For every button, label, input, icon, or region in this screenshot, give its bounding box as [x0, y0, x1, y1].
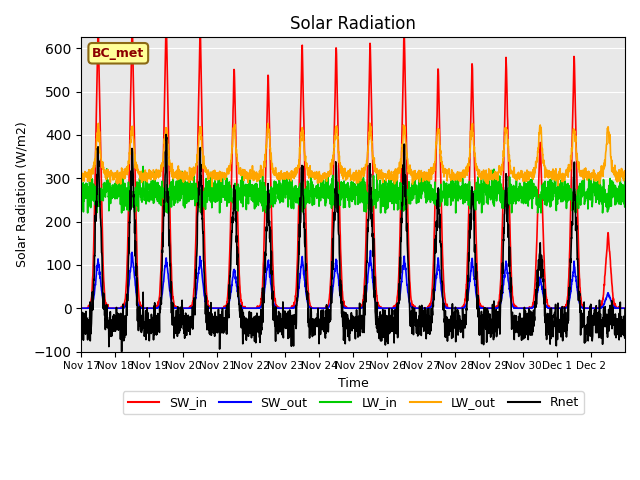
LW_in: [132, 203, 140, 209]
SW_in: [77, 305, 85, 311]
LW_out: [77, 168, 85, 173]
SW_out: [548, 305, 556, 311]
Rnet: [548, 331, 556, 336]
Rnet: [132, 269, 140, 275]
X-axis label: Time: Time: [338, 377, 369, 390]
SW_out: [132, 283, 140, 289]
LW_out: [614, 172, 621, 178]
SW_in: [386, 305, 394, 311]
SW_in: [621, 305, 629, 311]
SW_in: [250, 305, 257, 311]
Line: SW_out: SW_out: [81, 251, 625, 308]
SW_out: [621, 305, 629, 311]
Legend: SW_in, SW_out, LW_in, LW_out, Rnet: SW_in, SW_out, LW_in, LW_out, Rnet: [122, 391, 584, 414]
LW_in: [140, 164, 147, 169]
Rnet: [517, 332, 525, 338]
SW_in: [517, 305, 525, 311]
LW_out: [548, 168, 556, 174]
Rnet: [77, 319, 85, 325]
LW_out: [208, 184, 216, 190]
Text: BC_met: BC_met: [92, 47, 145, 60]
Rnet: [387, 324, 394, 330]
LW_in: [250, 193, 257, 199]
SW_out: [77, 305, 85, 311]
Y-axis label: Solar Radiation (W/m2): Solar Radiation (W/m2): [15, 121, 28, 267]
SW_in: [162, 20, 170, 26]
SW_out: [249, 305, 257, 311]
Title: Solar Radiation: Solar Radiation: [290, 15, 416, 33]
Rnet: [118, 349, 125, 355]
LW_in: [77, 186, 85, 192]
LW_in: [84, 210, 92, 216]
LW_in: [614, 188, 621, 193]
SW_out: [517, 305, 525, 311]
LW_out: [366, 120, 374, 126]
Line: Rnet: Rnet: [81, 134, 625, 352]
Line: LW_out: LW_out: [81, 123, 625, 187]
Line: SW_in: SW_in: [81, 23, 625, 308]
Rnet: [621, 306, 629, 312]
LW_in: [517, 195, 525, 201]
Rnet: [250, 319, 257, 325]
SW_in: [614, 305, 621, 311]
SW_in: [132, 192, 140, 198]
SW_out: [386, 305, 394, 311]
Line: LW_in: LW_in: [81, 167, 625, 213]
LW_in: [621, 175, 629, 181]
SW_out: [614, 305, 621, 311]
LW_out: [132, 160, 140, 166]
LW_in: [387, 189, 394, 194]
SW_in: [548, 305, 556, 311]
Rnet: [162, 132, 170, 137]
LW_out: [250, 172, 257, 178]
SW_out: [367, 248, 374, 253]
LW_out: [387, 172, 394, 178]
LW_out: [621, 172, 629, 178]
LW_in: [548, 191, 556, 196]
LW_out: [517, 168, 525, 173]
Rnet: [614, 321, 621, 327]
